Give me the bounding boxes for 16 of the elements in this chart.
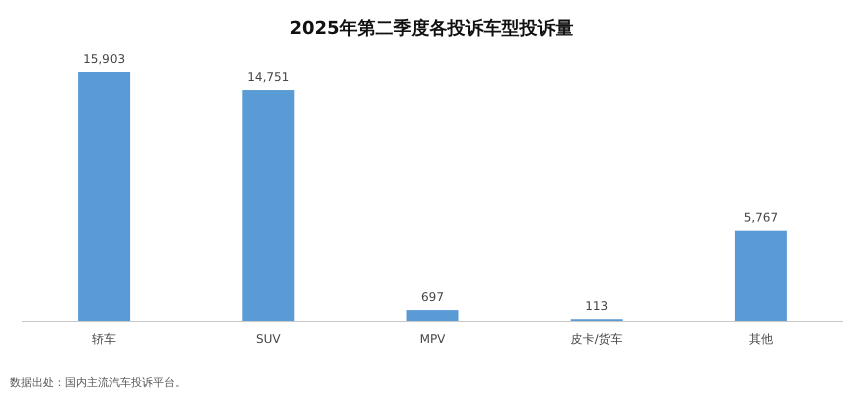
- data-label: 15,903: [83, 52, 126, 66]
- data-label: 697: [421, 290, 444, 304]
- bar: [242, 90, 294, 321]
- x-tick-label: 其他: [748, 332, 773, 346]
- text: 数据出处：国内主流汽车投诉平台。: [10, 376, 186, 389]
- x-tick-label: 皮卡/货车: [570, 332, 623, 346]
- data-label: 5,767: [744, 210, 778, 225]
- data-label: 113: [585, 299, 608, 314]
- data-label: 14,751: [247, 70, 290, 84]
- x-tick-label: SUV: [256, 332, 282, 346]
- bar: [734, 230, 787, 321]
- x-tick-label: MPV: [420, 332, 446, 346]
- bar: [78, 72, 130, 321]
- bar: [406, 310, 458, 321]
- x-tick-label: 轿车: [92, 332, 116, 346]
- chart-title: 2025年第二季度各投诉车型投诉量: [289, 18, 574, 39]
